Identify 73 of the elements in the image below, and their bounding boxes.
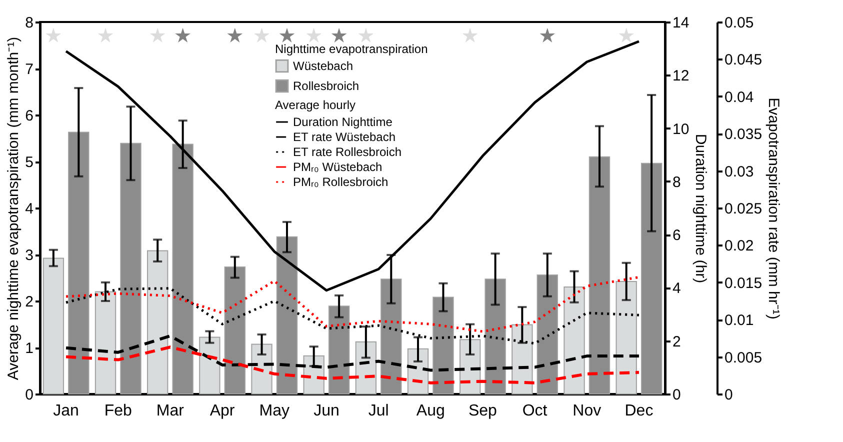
bar xyxy=(94,291,116,394)
y3-tick-label: 0.025 xyxy=(724,200,762,218)
bar xyxy=(484,278,506,394)
y-tick-label: 8 xyxy=(25,14,34,32)
y3-tick-label: 0.005 xyxy=(724,349,762,366)
y2-axis-title: Duration nighttime (hr) xyxy=(692,134,710,284)
bar xyxy=(536,274,558,394)
y-tick-label: 1 xyxy=(25,340,34,357)
x-tick-label: Apr xyxy=(210,402,236,420)
y-tick-label: 5 xyxy=(25,154,34,171)
y3-tick-label: 0.015 xyxy=(724,274,762,292)
bar xyxy=(380,278,402,394)
y-tick-label: 7 xyxy=(25,61,34,78)
x-tick-label: Jan xyxy=(53,402,79,420)
y3-tick-label: 0.03 xyxy=(724,163,754,180)
bar xyxy=(120,142,142,394)
x-tick-label: Jul xyxy=(368,402,389,420)
bar xyxy=(199,336,220,394)
y2-tick-label: 12 xyxy=(672,68,690,85)
y2-tick-label: 14 xyxy=(672,14,690,32)
bar xyxy=(588,156,610,394)
x-tick-label: Nov xyxy=(572,402,602,420)
legend-label: PMᵣ₀ Rollesbroich xyxy=(293,175,388,189)
y3-tick-label: 0.04 xyxy=(724,88,754,106)
bar xyxy=(42,258,64,394)
y-tick-label: 4 xyxy=(25,200,34,218)
y-tick-label: 6 xyxy=(25,108,34,124)
annotation: Average hourly xyxy=(275,98,356,112)
bar xyxy=(328,306,350,394)
x-tick-label: Feb xyxy=(104,402,132,420)
x-tick-label: Jun xyxy=(314,402,340,420)
bar xyxy=(616,280,637,394)
bar xyxy=(224,266,246,394)
y3-tick-label: 0.035 xyxy=(724,126,762,144)
legend-label: Wüstebach xyxy=(293,59,354,73)
bar xyxy=(564,286,585,394)
y3-axis-title: Evapotranspiration rate (mm hr⁻¹) xyxy=(765,98,782,320)
legend-label: ET rate Wüstebach xyxy=(293,130,396,144)
line-series xyxy=(64,276,640,333)
legend-label: Rollesbroich xyxy=(293,79,360,93)
y3-tick-label: 0.01 xyxy=(724,312,754,330)
y2-tick-label: 2 xyxy=(672,333,681,350)
bar xyxy=(640,162,662,394)
y2-tick-label: 6 xyxy=(672,227,681,244)
line-series xyxy=(64,346,640,384)
x-tick-label: Sep xyxy=(468,402,498,420)
bar xyxy=(276,236,298,394)
y3-tick-label: 0 xyxy=(724,386,733,404)
y3-tick-label: 0.05 xyxy=(724,14,754,32)
y2-tick-label: 8 xyxy=(672,174,681,191)
x-tick-label: Aug xyxy=(416,402,445,420)
legend-label: PMᵣ₀ Wüstebach xyxy=(293,160,382,174)
bar xyxy=(172,144,194,394)
x-tick-label: Dec xyxy=(624,402,654,420)
y-tick-label: 3 xyxy=(25,247,34,264)
legend-label: ET rate Rollesbroich xyxy=(293,145,402,159)
bar xyxy=(147,250,168,394)
y3-tick-label: 0.045 xyxy=(724,52,762,69)
legend-label: Duration Nighttime xyxy=(293,115,393,129)
y2-tick-label: 10 xyxy=(672,120,690,138)
y-axis-title: Average nighttime evapotranspiration (mm month⁻¹) xyxy=(5,36,22,380)
line-series xyxy=(64,334,640,372)
x-tick-label: May xyxy=(259,402,290,420)
bar xyxy=(68,132,90,394)
legend-title: Nighttime evapotranspiration xyxy=(275,42,428,56)
y-tick-label: 2 xyxy=(25,294,34,310)
y-tick-label: 0 xyxy=(25,386,34,404)
bar xyxy=(432,296,454,394)
x-tick-label: Mar xyxy=(156,402,185,420)
x-tick-label: Oct xyxy=(522,402,548,420)
y3-tick-label: 0.02 xyxy=(724,238,754,255)
y2-tick-label: 0 xyxy=(672,386,681,404)
y2-tick-label: 4 xyxy=(672,280,681,298)
